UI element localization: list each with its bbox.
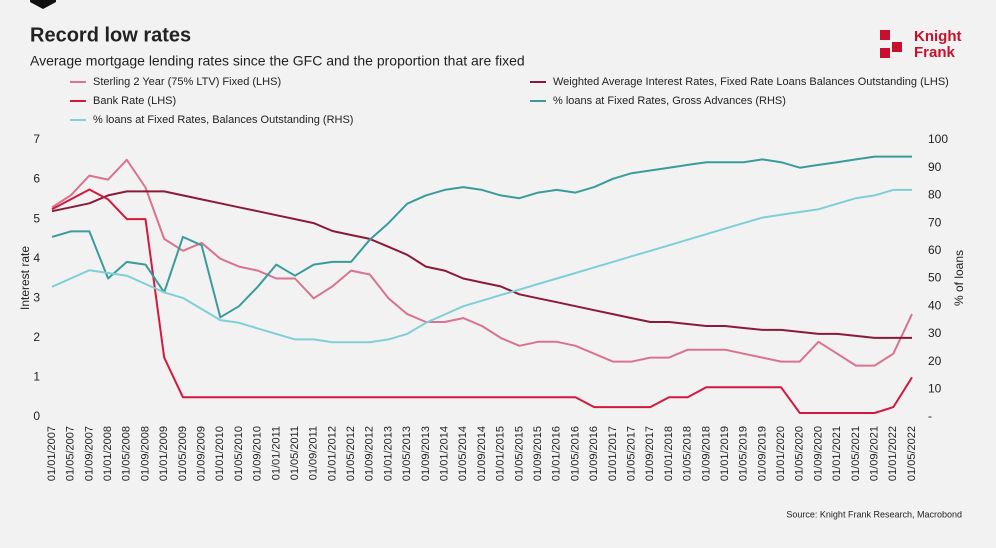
series-line <box>51 188 912 344</box>
x-tick-label: 01/09/2009 <box>195 426 207 481</box>
chart-title: Record low rates <box>30 24 191 46</box>
y2-tick-label: 90 <box>928 160 942 174</box>
corner-marker <box>30 0 56 9</box>
y2-tick-label: 100 <box>928 132 948 146</box>
x-tick-label: 01/05/2021 <box>850 426 862 481</box>
legend-label: Sterling 2 Year (75% LTV) Fixed (LHS) <box>93 76 281 88</box>
y2-tick-label: 70 <box>928 215 942 229</box>
x-tick-label: 01/01/2017 <box>607 426 619 481</box>
x-tick-label: 01/05/2007 <box>65 426 77 481</box>
legend-label: % loans at Fixed Rates, Balances Outstan… <box>93 114 353 126</box>
x-tick-label: 01/01/2009 <box>158 426 170 481</box>
legend-label: Bank Rate (LHS) <box>93 95 176 107</box>
y2-tick-label: 50 <box>928 271 942 285</box>
x-tick-label: 01/05/2014 <box>457 426 469 481</box>
chart-subtitle: Average mortgage lending rates since the… <box>30 53 525 69</box>
x-tick-label: 01/09/2011 <box>308 426 320 480</box>
y2-tick-label: 80 <box>928 188 942 202</box>
y-tick-label: 6 <box>33 172 40 186</box>
legend-label: % loans at Fixed Rates, Gross Advances (… <box>553 95 786 107</box>
x-tick-label: 01/09/2010 <box>252 426 264 481</box>
y-tick-label: 4 <box>33 251 40 265</box>
logo: Knight Frank <box>880 28 961 61</box>
y-tick-label: 5 <box>33 211 40 225</box>
x-tick-label: 01/09/2008 <box>139 426 151 481</box>
x-tick-label: 01/09/2019 <box>756 426 768 481</box>
y2-tick-label: 10 <box>928 381 942 395</box>
x-tick-label: 01/09/2014 <box>476 426 488 481</box>
y-tick-label: 2 <box>33 330 40 344</box>
x-tick-label: 01/05/2008 <box>121 426 133 481</box>
y2-tick-label: - <box>928 409 932 423</box>
x-tick-label: 01/01/2010 <box>214 426 226 481</box>
x-tick-label: 01/09/2017 <box>644 426 656 481</box>
y2-tick-label: 30 <box>928 326 942 340</box>
x-tick-label: 01/09/2021 <box>869 426 881 481</box>
x-tick-label: 01/01/2022 <box>887 426 899 481</box>
x-tick-label: 01/01/2008 <box>102 426 114 481</box>
x-tick-label: 01/01/2011 <box>270 426 282 480</box>
logo-text: Knight <box>914 28 961 45</box>
y-tick-label: 3 <box>33 290 40 304</box>
x-tick-label: 01/01/2013 <box>382 426 394 481</box>
x-tick-label: 01/05/2013 <box>401 426 413 481</box>
x-tick-label: 01/01/2021 <box>831 426 843 481</box>
x-tick-label: 01/01/2019 <box>719 426 731 481</box>
x-tick-label: 01/05/2010 <box>233 426 245 481</box>
x-tick-label: 01/01/2018 <box>663 426 675 481</box>
x-tick-label: 01/01/2012 <box>326 426 338 481</box>
x-tick-label: 01/09/2013 <box>420 426 432 481</box>
x-tick-label: 01/05/2022 <box>906 426 918 481</box>
x-tick-label: 01/01/2016 <box>551 426 563 481</box>
logo-square <box>892 42 902 52</box>
y-axis-label: Interest rate <box>18 246 32 310</box>
y2-tick-label: 40 <box>928 298 942 312</box>
x-tick-label: 01/05/2019 <box>738 426 750 481</box>
logo-text: Frank <box>914 44 956 61</box>
x-tick-label: 01/05/2020 <box>794 426 806 481</box>
x-tick-label: 01/09/2016 <box>588 426 600 481</box>
x-tick-label: 01/05/2018 <box>682 426 694 481</box>
y-tick-label: 1 <box>33 370 40 384</box>
source-note: Source: Knight Frank Research, Macrobond <box>786 509 962 519</box>
x-tick-label: 01/05/2012 <box>345 426 357 481</box>
x-tick-label: 01/09/2015 <box>532 426 544 481</box>
x-tick-label: 01/05/2009 <box>177 426 189 481</box>
x-tick-label: 01/09/2012 <box>364 426 376 481</box>
y-tick-label: 0 <box>33 409 40 423</box>
x-tick-label: 01/01/2014 <box>439 426 451 481</box>
x-tick-label: 01/05/2015 <box>513 426 525 481</box>
y2-tick-label: 60 <box>928 243 942 257</box>
y-tick-label: 7 <box>33 132 40 146</box>
x-tick-label: 01/09/2018 <box>700 426 712 481</box>
x-tick-label: 01/05/2017 <box>625 426 637 481</box>
series-line <box>51 190 912 339</box>
x-tick-label: 01/09/2020 <box>812 426 824 481</box>
logo-square <box>880 48 890 58</box>
logo-square <box>880 30 890 40</box>
series-line <box>51 188 913 414</box>
x-tick-label: 01/01/2020 <box>775 426 787 481</box>
x-tick-label: 01/01/2007 <box>46 426 58 481</box>
y2-axis-label: % of loans <box>952 250 966 306</box>
x-tick-label: 01/05/2011 <box>289 426 301 480</box>
series-line <box>51 158 913 367</box>
series-line <box>51 155 912 319</box>
y2-tick-label: 20 <box>928 354 942 368</box>
x-tick-label: 01/01/2015 <box>495 426 507 481</box>
x-tick-label: 01/05/2016 <box>569 426 581 481</box>
x-tick-label: 01/09/2007 <box>83 426 95 481</box>
legend-label: Weighted Average Interest Rates, Fixed R… <box>553 76 949 88</box>
